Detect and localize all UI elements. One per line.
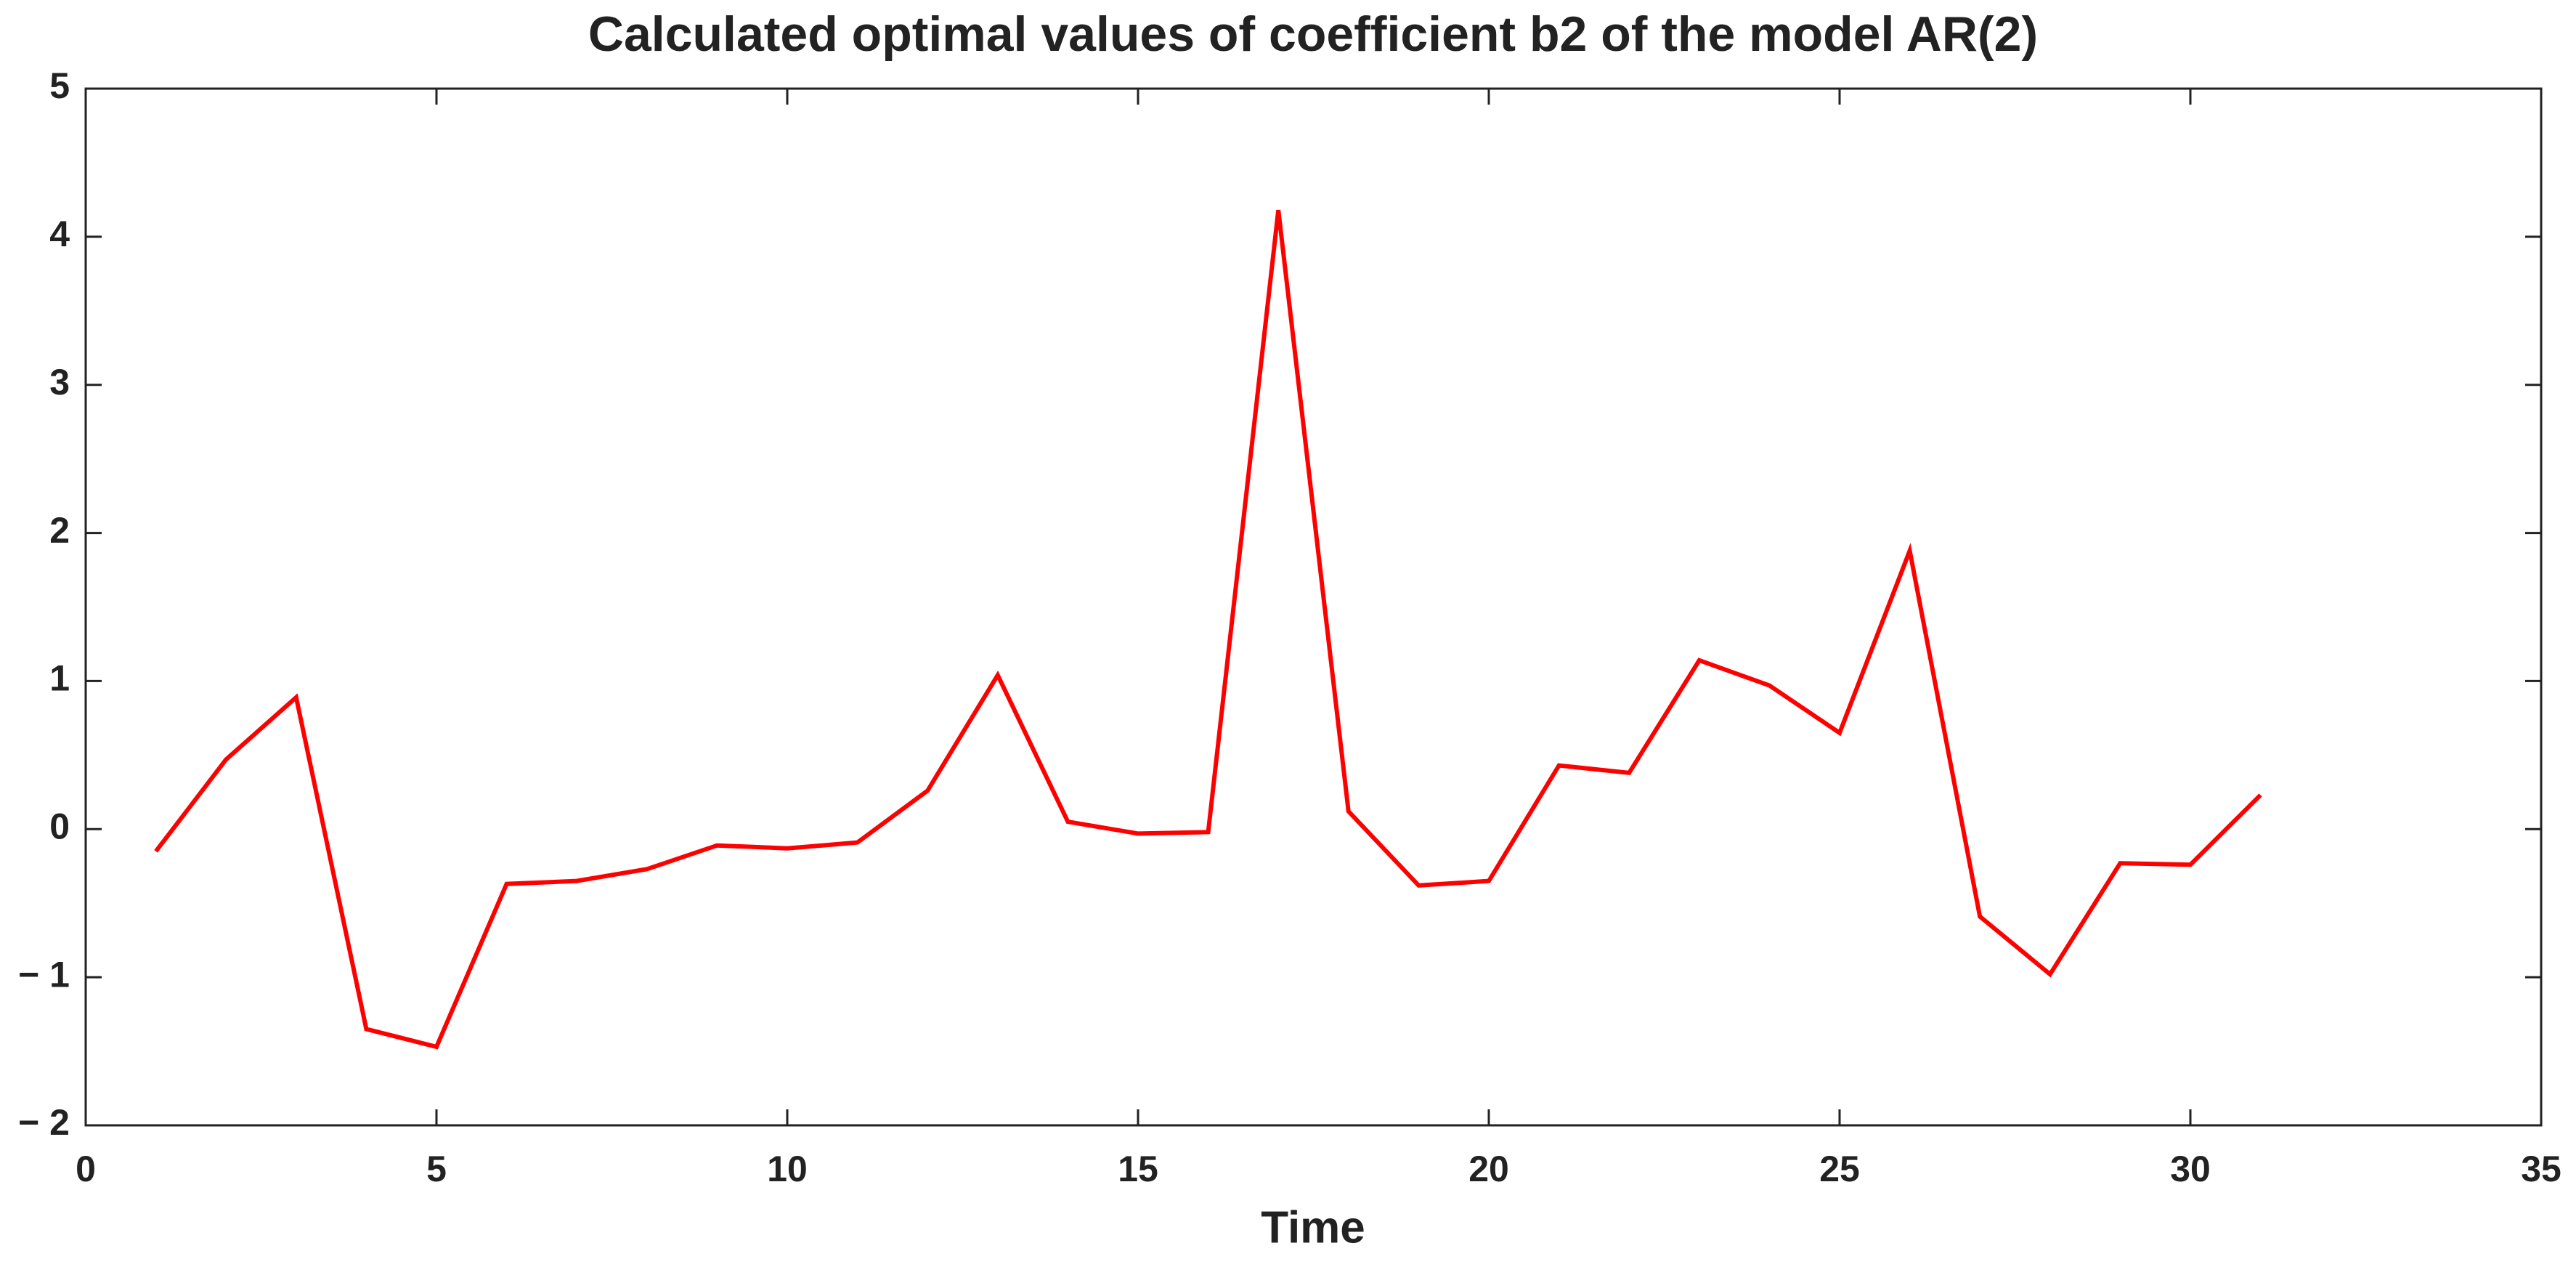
x-axis-label: Time	[1261, 1202, 1365, 1252]
chart-title: Calculated optimal values of coefficient…	[588, 7, 2038, 62]
x-tick-label: 25	[1819, 1149, 1860, 1189]
x-tick-label: 10	[767, 1149, 808, 1189]
y-tick-label: 2	[49, 510, 70, 551]
y-tick-label: 3	[49, 362, 70, 402]
y-tick-label: − 2	[18, 1102, 70, 1143]
y-tick-label: 0	[49, 806, 70, 846]
x-tick-label: 5	[426, 1149, 447, 1189]
y-tick-label: − 1	[18, 954, 70, 995]
x-tick-label: 20	[1468, 1149, 1509, 1189]
y-tick-label: 5	[49, 65, 70, 106]
plot-frame	[84, 87, 2543, 1127]
y-tick-label: 4	[49, 214, 70, 254]
x-tick-label: 0	[76, 1149, 96, 1189]
y-tick-label: 1	[49, 658, 70, 699]
x-tick-label: 30	[2170, 1149, 2211, 1189]
x-tick-label: 35	[2521, 1149, 2561, 1189]
data-line	[154, 209, 2262, 1050]
x-tick-label: 15	[1118, 1149, 1158, 1189]
